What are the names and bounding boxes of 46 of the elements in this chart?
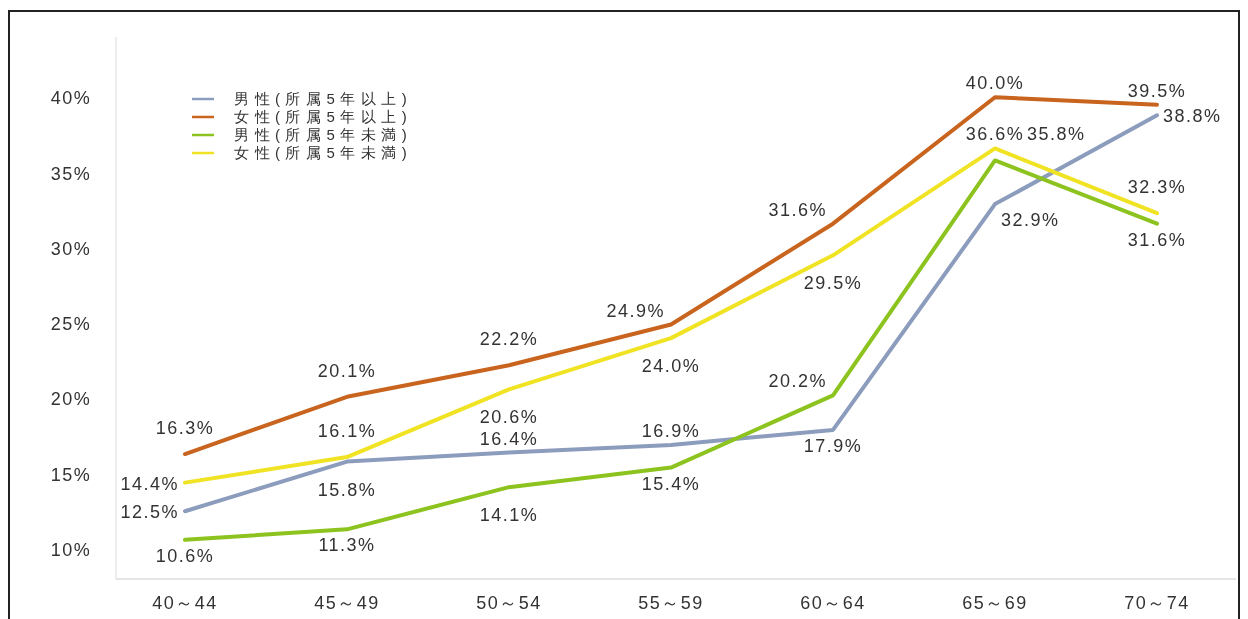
- data-label: 14.1%: [479, 505, 539, 526]
- data-label: 15.4%: [641, 473, 701, 494]
- data-label: 14.4%: [120, 473, 179, 494]
- data-label: 39.5%: [1127, 80, 1187, 101]
- data-label: 35.8%: [1027, 124, 1086, 145]
- legend-label: 男性(所属5年未満): [234, 126, 413, 143]
- y-tick-label: 35%: [50, 163, 92, 184]
- data-label: 16.1%: [317, 421, 377, 442]
- y-tick-label: 25%: [50, 314, 92, 335]
- y-tick-label: 15%: [50, 464, 92, 485]
- data-label: 16.4%: [479, 428, 539, 449]
- data-label: 12.5%: [120, 502, 179, 523]
- data-label: 38.8%: [1163, 106, 1222, 127]
- x-tick-label: 45～49: [314, 593, 380, 613]
- data-label: 20.1%: [317, 360, 377, 381]
- data-label: 20.2%: [768, 371, 827, 392]
- data-label: 36.6%: [965, 124, 1025, 145]
- data-label: 17.9%: [803, 435, 863, 456]
- data-label: 15.8%: [317, 479, 377, 500]
- data-label: 22.2%: [479, 329, 539, 350]
- legend-label: 女性(所属5年未満): [234, 144, 413, 161]
- data-label: 20.6%: [479, 407, 539, 428]
- y-tick-label: 20%: [50, 389, 92, 410]
- data-label: 32.3%: [1127, 177, 1187, 198]
- x-tick-label: 70～74: [1124, 593, 1190, 613]
- data-label: 10.6%: [155, 545, 215, 566]
- x-tick-label: 65～69: [962, 593, 1028, 613]
- legend-label: 男性(所属5年以上): [234, 90, 413, 107]
- data-label: 16.9%: [641, 421, 701, 442]
- x-tick-label: 40～44: [152, 593, 218, 613]
- data-label: 31.6%: [768, 199, 827, 220]
- y-tick-label: 30%: [50, 238, 92, 259]
- data-label: 31.6%: [1127, 229, 1187, 250]
- x-tick-label: 50～54: [476, 593, 542, 613]
- x-tick-label: 55～59: [638, 593, 704, 613]
- data-label: 24.0%: [641, 356, 701, 377]
- legend-label: 女性(所属5年以上): [234, 108, 413, 125]
- y-tick-label: 10%: [50, 539, 92, 560]
- y-tick-label: 40%: [50, 88, 92, 109]
- data-label: 16.3%: [155, 418, 215, 439]
- data-label: 24.9%: [606, 300, 665, 321]
- x-tick-label: 60～64: [800, 593, 866, 613]
- data-label: 11.3%: [318, 535, 376, 556]
- data-label: 40.0%: [965, 73, 1025, 94]
- data-label: 29.5%: [803, 273, 863, 294]
- data-label: 32.9%: [1001, 210, 1060, 231]
